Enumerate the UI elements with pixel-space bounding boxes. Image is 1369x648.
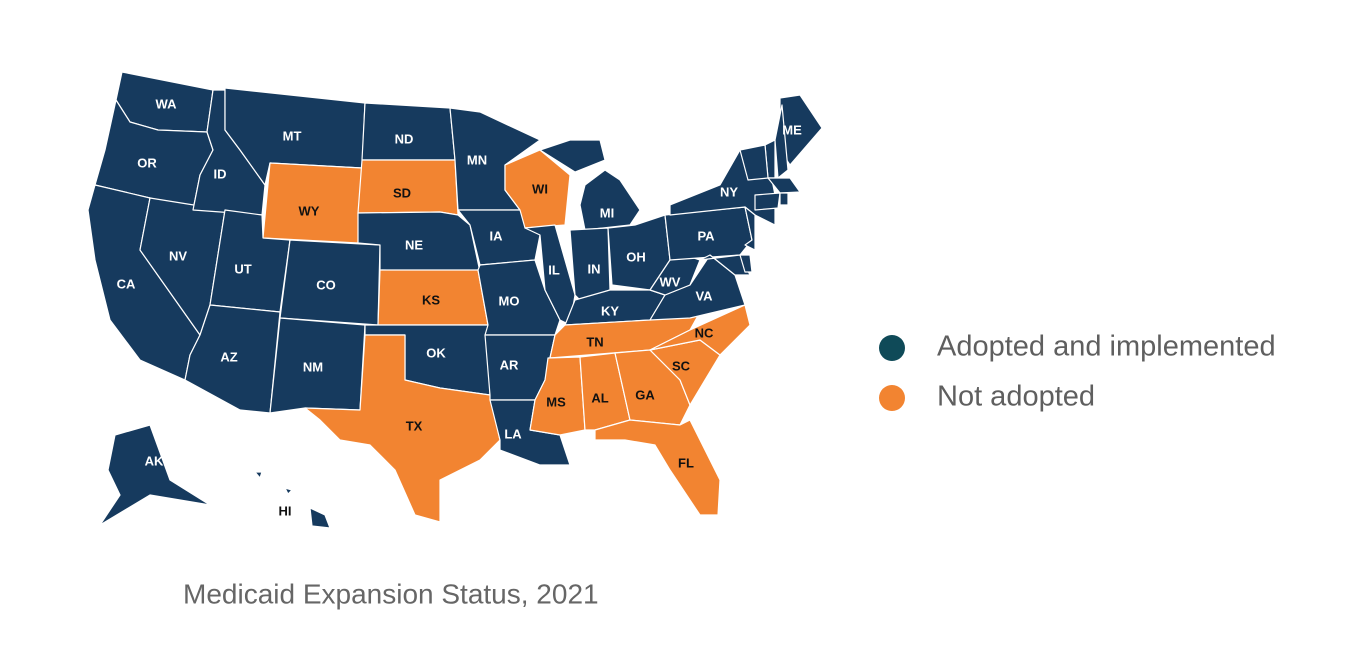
state-label: IN [588,261,601,276]
legend-dot [879,335,905,361]
state-label: ID [214,166,227,181]
state [767,177,801,194]
state-label: LA [504,426,522,441]
state-label: NV [169,248,187,263]
state [779,192,789,206]
state-label: OH [626,249,646,264]
state-label: WY [299,203,320,218]
state-label: NE [405,237,423,252]
state-label: WA [156,96,178,111]
state [539,139,641,231]
state [524,224,576,326]
state [99,424,211,526]
state-label: VA [695,288,713,303]
state-label: SC [672,358,691,373]
state-label: MT [283,128,302,143]
state-label: TX [406,418,423,433]
state [649,254,746,321]
state-label: NM [303,359,323,374]
state-label: IA [490,228,504,243]
state-label: SD [393,185,411,200]
state-label: PA [697,228,715,243]
state-label: NY [720,184,738,199]
state [754,192,781,211]
state [774,104,789,179]
legend-dot [879,385,905,411]
state-label: MO [499,293,520,308]
legend-label: Adopted and implemented [937,331,1276,363]
state [254,471,331,529]
state [739,144,769,181]
state [744,206,756,251]
state [699,254,751,276]
state-label: AL [591,390,608,405]
state-label: CO [316,277,336,292]
state [739,254,753,273]
state-label: MI [600,205,614,220]
state [304,334,501,523]
state-label: TN [586,334,603,349]
state [529,356,586,436]
state-label: OR [137,155,157,170]
us-map [87,71,823,529]
state-label: UT [234,261,251,276]
state-label: AZ [220,349,237,364]
state-label: ME [782,122,802,137]
state [549,311,701,359]
state-label: WV [660,274,681,289]
state-label: HI [279,503,292,518]
state-labels: WA OR CA NV ID MT WY UT CO AZ NM ND SD NE KS OK TX MN IA MO… [117,96,802,518]
state-label: AK [145,453,164,468]
state-label: GA [635,387,655,402]
legend-label: Not adopted [937,381,1095,413]
state-label: MN [467,152,487,167]
state-label: FL [678,455,694,470]
state-label: IL [548,262,560,277]
caption: Medicaid Expansion Status, 2021 [183,578,599,609]
state-label: MS [546,394,566,409]
state-label: OK [426,345,446,360]
state-label: KS [422,292,440,307]
state [594,419,721,516]
state-label: WI [532,181,548,196]
state-label: NC [695,325,714,340]
state-label: KY [601,303,619,318]
state-label: CA [117,276,136,291]
state-label: ND [395,131,414,146]
state [649,304,751,356]
state-label: AR [500,357,519,372]
